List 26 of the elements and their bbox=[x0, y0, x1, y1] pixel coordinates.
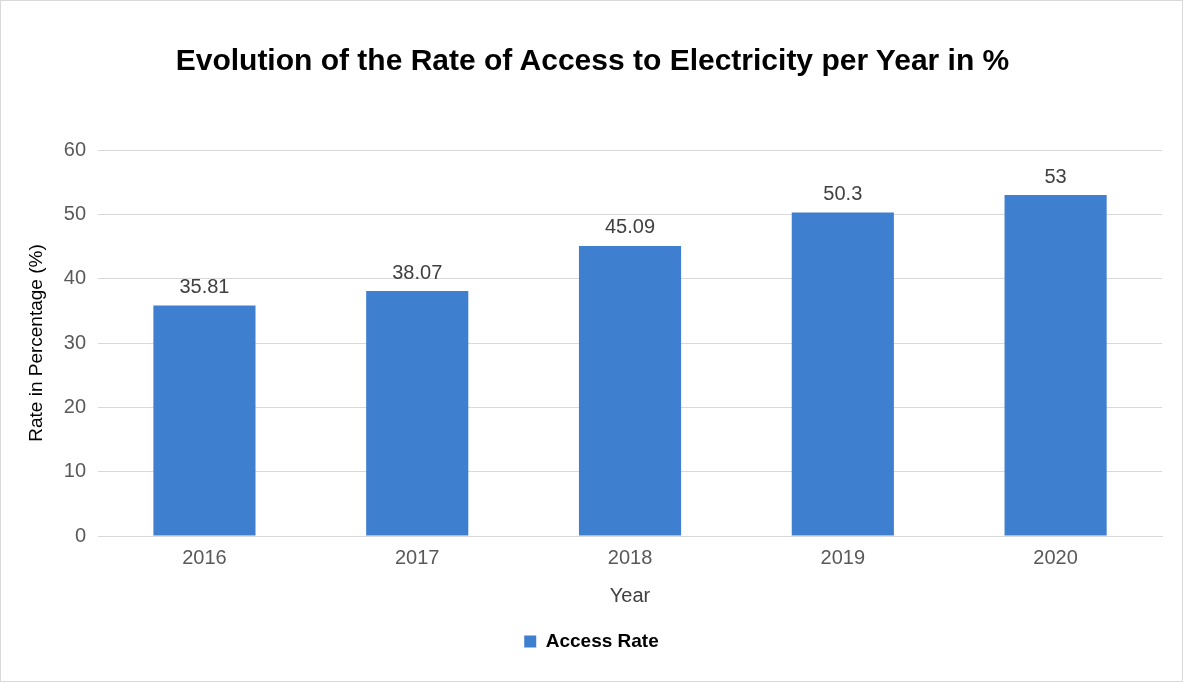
bar bbox=[791, 212, 894, 536]
legend-label: Access Rate bbox=[545, 629, 659, 651]
x-axis-title: Year bbox=[609, 583, 651, 606]
x-tick-label: 2020 bbox=[1033, 545, 1078, 568]
x-tick-label: 2016 bbox=[182, 545, 227, 568]
y-tick-label: 30 bbox=[63, 330, 87, 353]
y-tick-label: 10 bbox=[63, 459, 87, 482]
x-tick-label: 2018 bbox=[607, 545, 653, 568]
y-tick-label: 40 bbox=[63, 266, 87, 289]
data-label: 38.07 bbox=[392, 260, 443, 283]
chart-title: Evolution of the Rate of Access to Electricity per Year in % bbox=[174, 42, 1011, 78]
y-axis-title: Rate in Percentage (%) bbox=[24, 244, 46, 442]
data-label: 50.3 bbox=[823, 181, 863, 204]
bar bbox=[153, 305, 256, 536]
y-tick-label: 0 bbox=[74, 523, 87, 546]
data-label: 35.81 bbox=[179, 275, 230, 298]
y-tick-label: 20 bbox=[63, 394, 87, 417]
x-tick-label: 2017 bbox=[394, 545, 440, 568]
bar bbox=[366, 291, 469, 536]
data-label: 45.09 bbox=[604, 215, 656, 238]
data-label: 53 bbox=[1044, 164, 1067, 187]
y-tick-label: 60 bbox=[63, 137, 87, 160]
x-tick-label: 2019 bbox=[820, 545, 866, 568]
y-tick-label: 50 bbox=[63, 201, 87, 224]
bar bbox=[578, 245, 682, 536]
bar bbox=[1004, 195, 1107, 536]
